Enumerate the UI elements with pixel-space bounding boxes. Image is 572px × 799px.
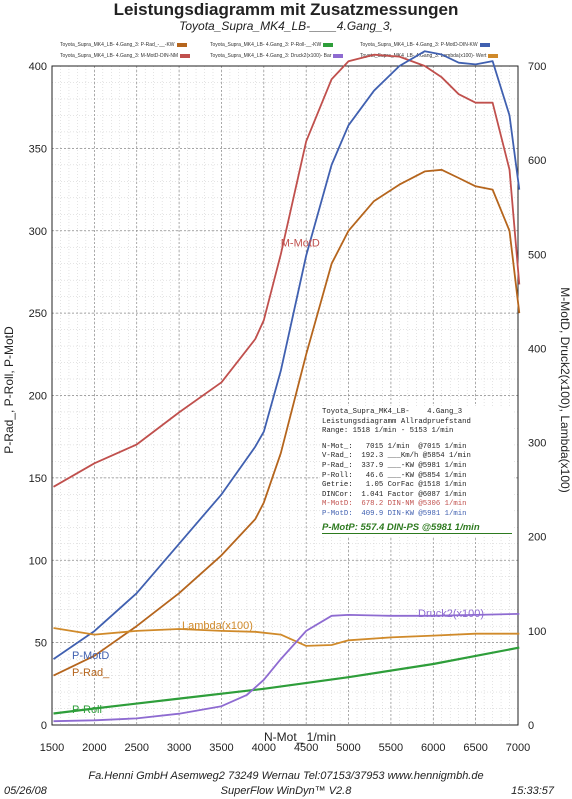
legend-swatch — [333, 54, 344, 58]
x-tick-label: 2500 — [124, 742, 148, 754]
info-header-row: Toyota_Supra_MK4_LB- 4.Gang_3 — [322, 408, 463, 416]
series-line-druck2-x100- — [53, 613, 520, 723]
legend-label: Toyota_Supra_MK4_LB- 4.Gang_3: Druck2(x1… — [210, 53, 332, 59]
series-line-p-motd — [52, 50, 521, 660]
chart-subtitle: Toyota_Supra_MK4_LB-____4.Gang_3, — [179, 19, 393, 33]
y-tick-label-left: 350 — [29, 143, 47, 155]
legend-swatch — [176, 43, 187, 47]
x-axis-label: N-Mot_ 1/min — [264, 730, 336, 744]
y-tick-label-left: 150 — [29, 473, 47, 485]
footer-time: 15:33:57 — [511, 785, 554, 797]
measurement-info-box: Toyota_Supra_MK4_LB- 4.Gang_3 Leistungsdi… — [320, 406, 514, 537]
info-value-row: DINCor: 1.041 Factor @6087 1/min — [322, 490, 467, 499]
info-value-row: N-Mot_: 7015 1/min @7015 1/min — [322, 442, 467, 451]
series-line-p-rad- — [53, 168, 521, 677]
x-tick-label: 4000 — [252, 742, 276, 754]
series-label: M-MotD — [281, 237, 320, 249]
series-line-m-motd — [53, 53, 521, 488]
legend-label: Toyota_Supra_MK4_LB- 4.Gang_3: P-MotD-DI… — [360, 42, 478, 48]
legend-entry: Toyota_Supra_MK4_LB- 4.Gang_3: P-Rad_-__… — [60, 42, 187, 48]
tick-labels: 1500 2000 2500 3000 3500 4000 4500 5000 5500 6000… — [29, 61, 547, 754]
series-line-lambda-x100- — [53, 627, 520, 647]
y-tick-label-left: 0 — [41, 720, 47, 732]
info-value-row: P-Roll: 46.6 ___-KW @5854 1/min — [322, 471, 467, 480]
series-label: Druck2(x100) — [418, 608, 484, 620]
peak-power-summary: P-MotP: 557.4 DIN-PS @5981 1/min — [322, 522, 512, 534]
x-tick-label: 7000 — [506, 742, 530, 754]
legend-strip: Toyota_Supra_MK4_LB- 4.Gang_3: P-Rad_-__… — [60, 40, 520, 62]
footer-company: Fa.Henni GmbH Asemweg2 73249 Wernau Tel:… — [88, 770, 484, 782]
x-tick-label: 2000 — [82, 742, 106, 754]
y-tick-label-left: 250 — [29, 308, 47, 320]
y-tick-label-right: 300 — [528, 438, 546, 450]
y-tick-label-left: 200 — [29, 391, 47, 403]
y-tick-label-right: 600 — [528, 155, 546, 167]
info-value-row: V-Rad_: 192.3 ___Km/h @5854 1/min — [322, 452, 471, 461]
y-tick-label-right: 200 — [528, 532, 546, 544]
legend-swatch — [488, 54, 499, 58]
info-value-row: Getrie: 1.05 CorFac @1518 1/min — [322, 481, 467, 490]
x-tick-label: 6000 — [421, 742, 445, 754]
info-value-row: P-MotD: 409.9 DIN-KW @5981 1/min — [322, 509, 467, 518]
footer-software: SuperFlow WinDyn™ V2.8 — [220, 785, 352, 797]
y-tick-label-left: 400 — [29, 61, 47, 73]
legend-entry: Toyota_Supra_MK4_LB- 4.Gang_3: Lambda(x1… — [360, 53, 499, 59]
info-header-row: Range: 1518 1/min - 5153 1/min — [322, 427, 454, 436]
y-tick-label-right: 700 — [528, 61, 546, 73]
x-tick-label: 3500 — [209, 742, 233, 754]
x-tick-label: 4500 — [294, 742, 318, 754]
chart-title: Leistungsdiagramm mit Zusatzmessungen — [113, 0, 459, 19]
y-axis-label-right: M-MotD, Druck2(x100), Lambda(x100) — [558, 287, 572, 492]
x-tick-label: 6500 — [463, 742, 487, 754]
y-tick-label-left: 100 — [29, 555, 47, 567]
info-value-row: P-Rad_: 337.9 ___-KW @5981 1/min — [322, 461, 467, 470]
x-tick-label: 5500 — [379, 742, 403, 754]
legend-entry: Toyota_Supra_MK4_LB- 4.Gang_3: P-MotD-DI… — [360, 42, 490, 48]
legend-label: Toyota_Supra_MK4_LB- 4.Gang_3: M-MotD-DI… — [60, 53, 179, 59]
x-tick-label: 3000 — [167, 742, 191, 754]
y-tick-label-left: 300 — [29, 226, 47, 238]
series-label: P-Roll — [72, 704, 102, 716]
info-value-row: M-MotD: 678.2 DIN-NM @5306 1/min — [322, 500, 467, 509]
grid-lines — [51, 65, 519, 726]
x-tick-label: 5000 — [336, 742, 360, 754]
series-labels: M-MotD P-MotD P-Rad_ P-Roll Lambda(x100) Druc… — [72, 237, 484, 716]
series-line-p-roll — [53, 646, 520, 715]
x-tick-label: 1500 — [40, 742, 64, 754]
legend-swatch — [180, 54, 191, 58]
y-tick-label-right: 100 — [528, 626, 546, 638]
legend-entry: Toyota_Supra_MK4_LB- 4.Gang_3: P-Roll-__… — [210, 42, 334, 48]
legend-label: Toyota_Supra_MK4_LB- 4.Gang_3: P-Roll-__… — [210, 42, 322, 48]
series-label: Lambda(x100) — [182, 620, 253, 632]
y-tick-label-left: 50 — [35, 638, 47, 650]
series-lines — [52, 50, 521, 723]
footer-date: 05/26/08 — [4, 785, 47, 797]
y-tick-label-right: 500 — [528, 249, 546, 261]
series-label: P-MotD — [72, 650, 109, 662]
legend-entry: Toyota_Supra_MK4_LB- 4.Gang_3: Druck2(x1… — [210, 53, 344, 59]
y-axis-label-left: P-Rad_, P-Roll, P-MotD — [2, 326, 16, 454]
axes — [51, 65, 519, 726]
legend-entry: Toyota_Supra_MK4_LB- 4.Gang_3: M-MotD-DI… — [60, 53, 191, 59]
legend-label: Toyota_Supra_MK4_LB- 4.Gang_3: P-Rad_-__… — [60, 42, 175, 48]
legend-label: Toyota_Supra_MK4_LB- 4.Gang_3: Lambda(x1… — [360, 53, 487, 59]
y-tick-label-right: 400 — [528, 343, 546, 355]
y-tick-label-right: 0 — [528, 720, 534, 732]
plot-frame — [51, 65, 519, 726]
series-label: P-Rad_ — [72, 667, 110, 679]
info-header-row: Leistungsdiagramm Allradpruefstand — [322, 417, 471, 426]
legend-swatch — [479, 43, 490, 47]
legend-swatch — [323, 43, 334, 47]
